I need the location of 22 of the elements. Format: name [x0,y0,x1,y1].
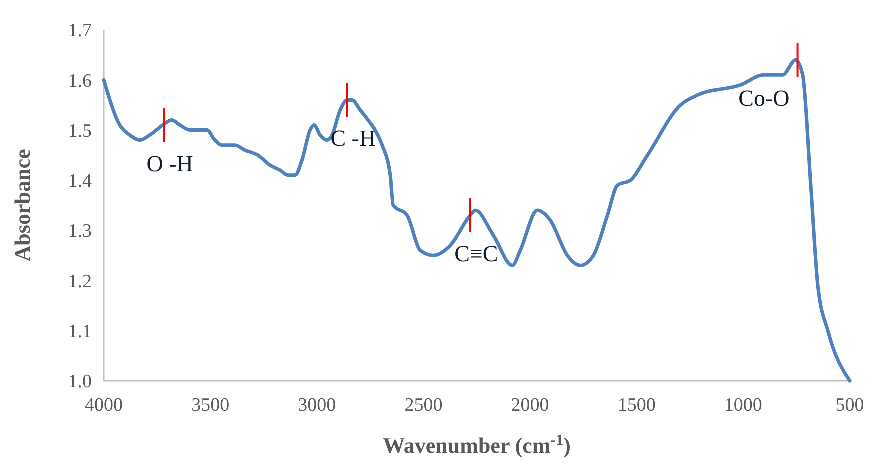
annotation: C -H [330,126,376,152]
y-tick-label: 1.7 [68,20,92,42]
x-tick-label: 2500 [404,395,443,416]
x-axis-title: Wavenumber (cm$^{-1}$) [383,432,571,458]
annotation: Co-O [738,86,790,112]
x-tick-label: 500 [836,395,864,416]
y-tick-label: 1.1 [68,322,92,343]
y-tick-label: 1.0 [68,372,92,393]
y-axis-title: Absorbance [10,149,35,262]
x-tick-label: 2000 [511,395,550,416]
x-tick-label: 3500 [192,395,230,416]
y-tick-label: 1.2 [68,271,92,292]
annotation: C≡C [454,242,498,267]
x-tick-label: 3000 [298,395,336,416]
y-tick-label: 1.4 [68,171,92,192]
x-tick-label: 1000 [724,395,762,416]
y-tick-label: 1.6 [68,70,92,92]
annotation: O -H [146,151,194,176]
y-tick-label: 1.3 [68,221,92,242]
x-tick-label: 4000 [85,395,123,416]
y-tick-label: 1.5 [68,120,92,142]
x-tick-label: 1500 [618,395,656,416]
